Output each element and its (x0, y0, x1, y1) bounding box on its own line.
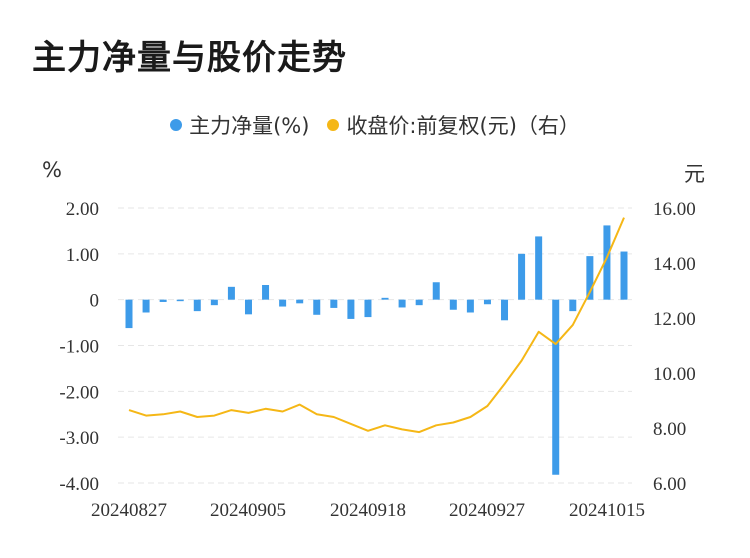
bar (398, 299, 406, 308)
left-tick-label: -3.00 (59, 428, 99, 449)
bar (227, 286, 235, 300)
bar (483, 299, 491, 305)
bar (210, 299, 218, 306)
legend: 主力净量(%) 收盘价:前复权(元)（右） (0, 110, 750, 140)
x-tick-label: 20240927 (449, 500, 525, 521)
right-tick-label: 12.00 (653, 309, 696, 330)
right-tick-label: 8.00 (653, 419, 686, 440)
bar (415, 299, 423, 306)
bar (535, 236, 543, 300)
legend-dot-bar-icon (170, 119, 183, 131)
legend-label-net-volume: 主力净量(%) (189, 114, 310, 138)
x-tick-label: 20240918 (330, 500, 406, 521)
bar (381, 297, 389, 300)
bar (364, 299, 372, 318)
bar (552, 299, 560, 475)
bar (449, 299, 457, 310)
x-tick-label: 20240827 (91, 500, 167, 521)
left-axis-unit: % (42, 158, 62, 182)
legend-label-close-price: 收盘价:前复权(元)（右） (346, 114, 580, 138)
right-tick-label: 6.00 (653, 474, 686, 495)
legend-dot-line-icon (327, 119, 340, 131)
bar (603, 225, 611, 300)
x-tick-label: 20241015 (569, 500, 645, 521)
right-tick-label: 16.00 (653, 199, 696, 220)
left-tick-label: 1.00 (66, 245, 99, 266)
legend-item-close-price[interactable]: 收盘价:前复权(元)（右） (327, 110, 580, 140)
bar (193, 299, 201, 312)
bar (125, 299, 133, 329)
bar (159, 299, 167, 302)
bar (586, 256, 594, 300)
bar (176, 299, 184, 302)
x-tick-label: 20240905 (210, 500, 286, 521)
bar (347, 299, 355, 319)
bar (279, 299, 287, 307)
bar (262, 285, 270, 300)
left-tick-label: -1.00 (59, 337, 99, 358)
right-tick-label: 10.00 (653, 364, 696, 385)
legend-item-net-volume[interactable]: 主力净量(%) (170, 110, 309, 140)
bar (518, 253, 526, 300)
right-axis-unit: 元 (684, 162, 705, 186)
left-tick-label: -2.00 (59, 382, 99, 403)
bar (501, 299, 509, 321)
chart-title: 主力净量与股价走势 (32, 38, 347, 78)
bar (620, 251, 628, 300)
bar (142, 299, 150, 313)
bar (244, 299, 252, 315)
bar (330, 299, 338, 308)
bar (432, 282, 440, 300)
left-tick-label: 0 (90, 291, 100, 312)
left-tick-label: -4.00 (59, 474, 99, 495)
left-tick-label: 2.00 (66, 199, 99, 220)
bar (296, 299, 304, 304)
right-tick-label: 14.00 (653, 254, 696, 275)
bar (466, 299, 474, 313)
bar (313, 299, 321, 315)
price-line (128, 217, 625, 434)
bar (569, 299, 577, 312)
